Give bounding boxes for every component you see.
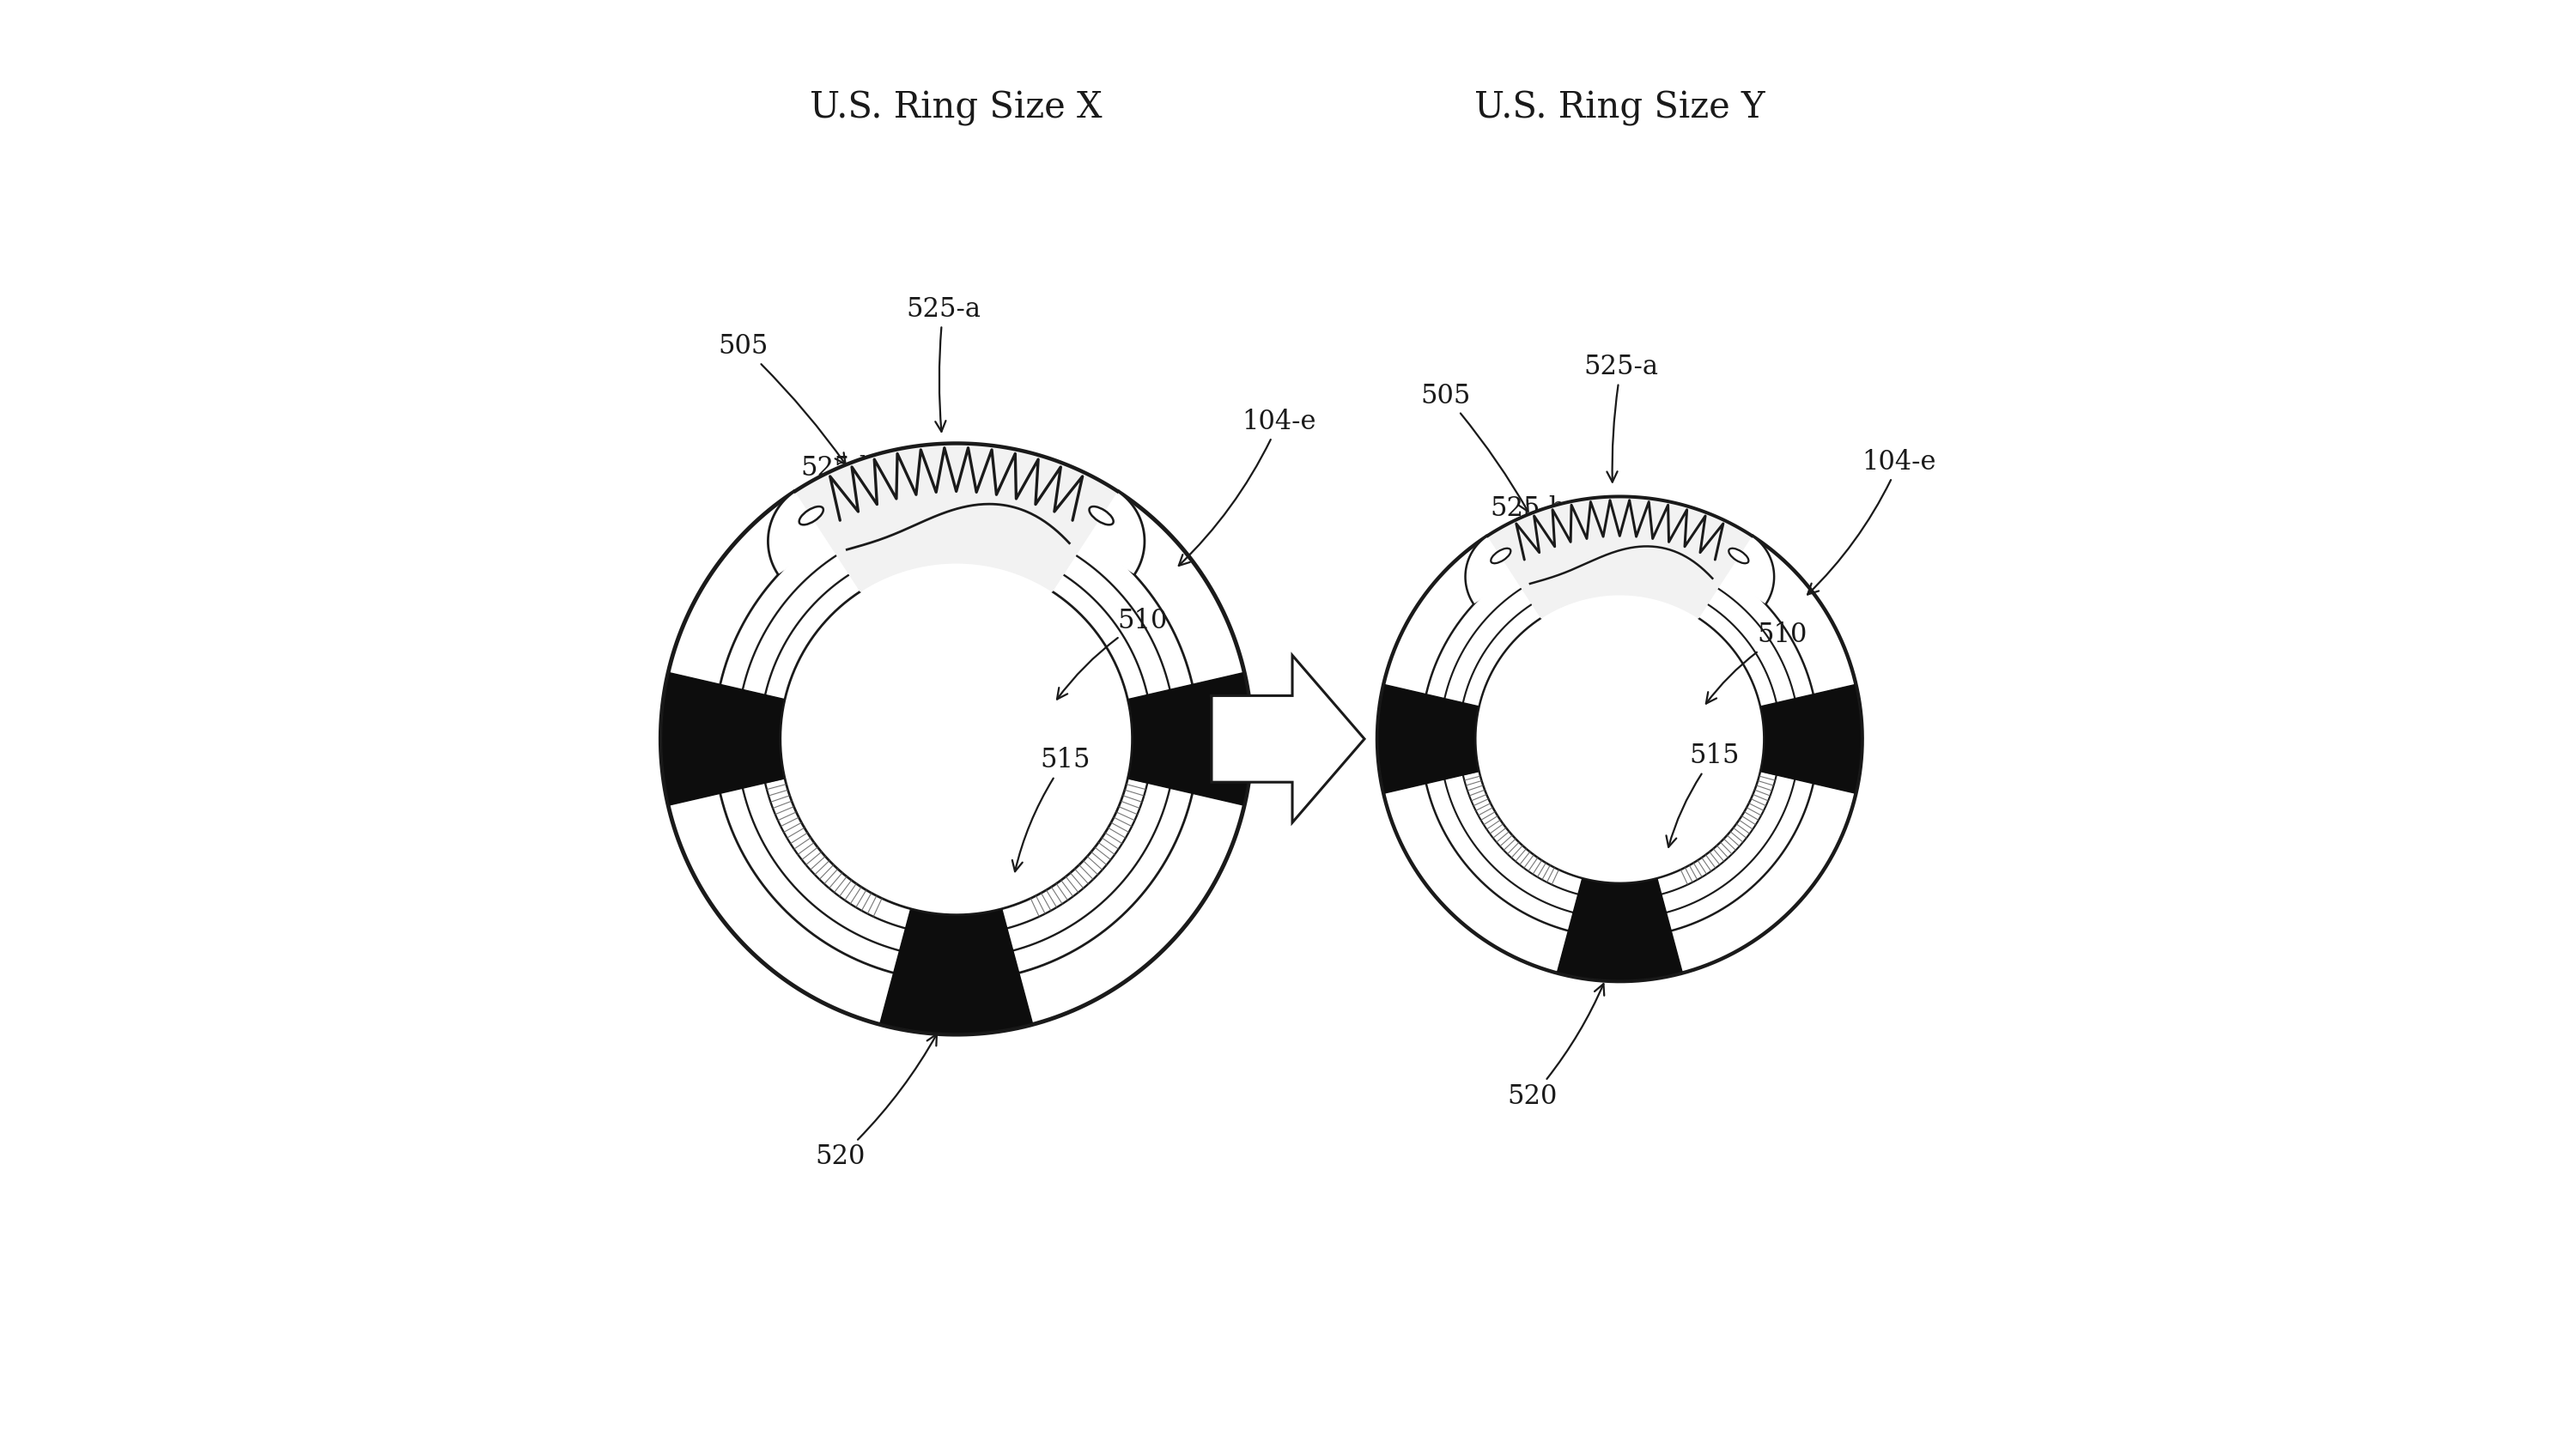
- Text: 520: 520: [1507, 984, 1605, 1110]
- Ellipse shape: [799, 507, 824, 525]
- Text: U.S. Ring Size Y: U.S. Ring Size Y: [1473, 90, 1765, 126]
- Text: 525-a: 525-a: [907, 296, 981, 432]
- Polygon shape: [1685, 527, 1775, 604]
- Text: U.S. Ring Size X: U.S. Ring Size X: [809, 90, 1103, 126]
- Polygon shape: [1489, 497, 1752, 617]
- Text: 505: 505: [1422, 383, 1528, 511]
- Polygon shape: [1759, 684, 1862, 793]
- Text: 104-e: 104-e: [1180, 409, 1316, 565]
- Text: 510: 510: [1056, 607, 1167, 700]
- Text: 104-e: 104-e: [1808, 449, 1937, 594]
- Polygon shape: [796, 443, 1118, 591]
- Ellipse shape: [1728, 548, 1749, 564]
- Polygon shape: [1558, 878, 1682, 981]
- Text: 525-a: 525-a: [1584, 354, 1659, 483]
- Polygon shape: [881, 909, 1033, 1033]
- Text: 525-b: 525-b: [801, 455, 876, 565]
- Polygon shape: [1466, 527, 1556, 604]
- Ellipse shape: [1090, 507, 1113, 525]
- Polygon shape: [768, 481, 878, 574]
- Ellipse shape: [1492, 548, 1510, 564]
- Polygon shape: [659, 491, 1252, 1035]
- Text: 515: 515: [1012, 748, 1090, 871]
- Polygon shape: [662, 672, 786, 806]
- Polygon shape: [1036, 481, 1144, 574]
- Text: 515: 515: [1667, 743, 1739, 848]
- Polygon shape: [1211, 655, 1365, 823]
- Text: 510: 510: [1705, 622, 1806, 704]
- Polygon shape: [1378, 536, 1862, 981]
- Polygon shape: [1378, 684, 1479, 793]
- Polygon shape: [1128, 672, 1252, 806]
- Text: 505: 505: [719, 333, 845, 464]
- Text: 525-b: 525-b: [1489, 496, 1566, 594]
- Text: 520: 520: [814, 1035, 938, 1171]
